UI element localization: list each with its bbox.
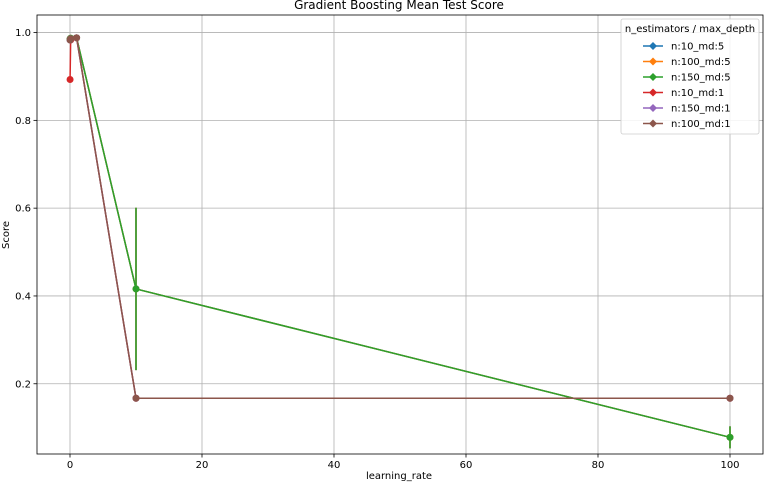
data-point <box>73 34 81 42</box>
data-point <box>726 394 734 402</box>
legend-entry: n:150_md:5 <box>643 73 731 84</box>
y-tick-label: 0.4 <box>15 291 31 302</box>
legend-marker <box>649 119 657 128</box>
y-tick-label: 0.6 <box>15 204 31 215</box>
x-tick-label: 20 <box>196 460 209 471</box>
x-axis-label: learning_rate <box>366 471 432 482</box>
data-point <box>66 76 74 84</box>
x-tick-label: 100 <box>720 460 739 471</box>
legend-label: n:10_md:5 <box>671 42 724 53</box>
legend-marker <box>649 73 657 81</box>
legend-entry: n:100_md:1 <box>643 119 731 130</box>
x-tick-label: 80 <box>592 460 605 471</box>
legend-marker <box>649 57 657 66</box>
legend-entry: n:10_md:5 <box>643 42 724 53</box>
legend-title: n_estimators / max_depth <box>625 24 755 35</box>
legend-entry: n:10_md:1 <box>643 88 724 99</box>
legend-marker <box>649 42 657 50</box>
legend-label: n:100_md:5 <box>671 57 731 68</box>
legend-label: n:100_md:1 <box>671 119 731 130</box>
legend-marker <box>649 88 657 97</box>
legend-entry: n:150_md:1 <box>643 104 731 115</box>
y-axis-label: Score <box>1 221 12 249</box>
x-tick-label: 60 <box>460 460 473 471</box>
legend: n_estimators / max_depth n:10_md:5 n:100_m… <box>620 18 760 135</box>
legend-marker <box>649 104 657 112</box>
legend-label: n:150_md:5 <box>671 73 731 84</box>
data-point <box>132 285 140 293</box>
series-layer <box>66 34 734 449</box>
data-point <box>726 433 734 441</box>
x-tick-label: 40 <box>328 460 341 471</box>
legend-label: n:150_md:1 <box>671 104 731 115</box>
legend-label: n:10_md:1 <box>671 88 724 99</box>
data-point <box>67 35 75 43</box>
legend-box <box>620 18 760 135</box>
y-tick-label: 0.2 <box>15 379 31 390</box>
y-tick-label: 0.8 <box>15 116 31 127</box>
data-point <box>132 394 140 402</box>
series-n:100_md:1 <box>66 34 734 402</box>
y-tick-label: 1.0 <box>15 28 31 39</box>
x-tick-label: 0 <box>67 460 73 471</box>
legend-entry: n:100_md:5 <box>643 57 731 68</box>
plot-frame <box>36 14 764 455</box>
chart-title: Gradient Boosting Mean Test Score <box>294 0 504 12</box>
ticks: 0 20 40 60 80 100 0.2 0.4 0.6 0.8 1.0 <box>15 28 739 471</box>
